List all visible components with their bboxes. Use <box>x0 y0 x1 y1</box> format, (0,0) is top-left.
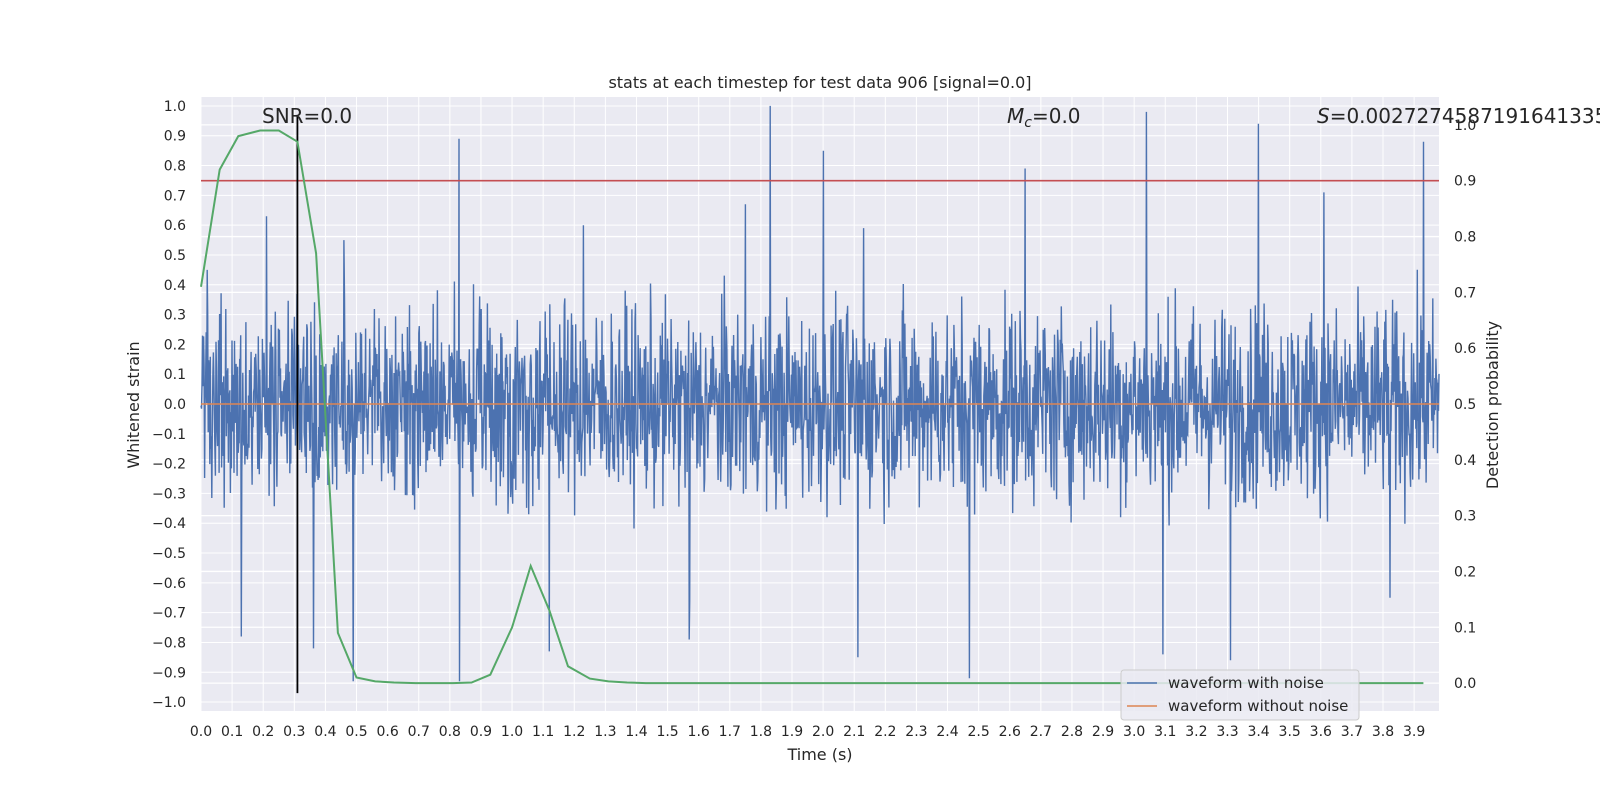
x-tick-label: 3.7 <box>1341 724 1363 740</box>
y-tick-label: 0.1 <box>164 367 186 383</box>
series-waveform-with-noise <box>200 105 1440 682</box>
y2-tick-label: 0.9 <box>1454 174 1476 190</box>
y-tick-label: 0.4 <box>164 278 186 294</box>
y-tick-label: −0.8 <box>152 635 186 651</box>
snr-annotation: SNR=0.0 <box>262 104 352 128</box>
y-tick-label: 0.3 <box>164 308 186 324</box>
y-tick-label: 0.6 <box>164 218 186 234</box>
y-tick-label: −0.9 <box>152 665 186 681</box>
x-tick-label: 0.8 <box>439 724 461 740</box>
x-tick-label: 1.1 <box>532 724 554 740</box>
x-tick-label: 2.3 <box>905 724 927 740</box>
x-tick-label: 1.9 <box>781 724 803 740</box>
x-tick-label: 2.8 <box>1061 724 1083 740</box>
y2-tick-label: 0.0 <box>1454 676 1476 692</box>
y-tick-label: −1.0 <box>152 695 186 711</box>
x-tick-label: 3.3 <box>1216 724 1238 740</box>
y2-tick-label: 0.5 <box>1454 397 1476 413</box>
y-tick-label: −0.6 <box>152 576 186 592</box>
y2-tick-label: 0.1 <box>1454 620 1476 636</box>
y-tick-label: 0.7 <box>164 188 186 204</box>
x-tick-label: 0.1 <box>221 724 243 740</box>
y-tick-label: 0.0 <box>164 397 186 413</box>
noise-series <box>200 105 1440 682</box>
y-tick-label: −0.2 <box>152 457 186 473</box>
x-tick-label: 2.5 <box>968 724 990 740</box>
y-tick-label: 0.9 <box>164 129 186 145</box>
line-layer <box>200 114 1439 694</box>
y2-tick-label: 1.0 <box>1454 118 1476 134</box>
y2-tick-label: 0.8 <box>1454 230 1476 246</box>
x-tick-label: 1.8 <box>750 724 772 740</box>
legend-label-noise: waveform with noise <box>1168 674 1324 692</box>
chart-title: stats at each timestep for test data 906… <box>608 73 1031 92</box>
y-tick-label: −0.4 <box>152 516 186 532</box>
legend: waveform with noise waveform without noi… <box>1120 669 1360 721</box>
mc-value: =0.0 <box>1032 104 1081 128</box>
x-tick-label: 0.3 <box>283 724 305 740</box>
y-tick-label: −0.1 <box>152 427 186 443</box>
x-tick-label: 3.6 <box>1310 724 1332 740</box>
mc-symbol: M <box>1007 104 1024 128</box>
tick-labels: 0.0 0.1 0.2 0.3 0.4 0.5 0.6 0.7 0.8 0.9 1.0 1.1 1.2 1… <box>152 99 1476 740</box>
x-tick-label: 3.8 <box>1372 724 1394 740</box>
x-axis-label: Time (s) <box>786 745 852 764</box>
y2-tick-label: 0.3 <box>1454 509 1476 525</box>
x-tick-label: 2.2 <box>874 724 896 740</box>
x-tick-label: 2.1 <box>843 724 865 740</box>
x-tick-label: 2.6 <box>999 724 1021 740</box>
y-tick-label: −0.5 <box>152 546 186 562</box>
y-tick-label: −0.3 <box>152 486 186 502</box>
legend-label-clean: waveform without noise <box>1168 697 1348 715</box>
x-tick-label: 0.0 <box>190 724 212 740</box>
x-tick-label: 3.9 <box>1403 724 1425 740</box>
x-tick-label: 1.5 <box>656 724 678 740</box>
y-tick-label: 0.8 <box>164 159 186 175</box>
y-tick-label: 0.2 <box>164 337 186 353</box>
x-tick-label: 3.0 <box>1123 724 1145 740</box>
x-tick-label: 2.4 <box>936 724 958 740</box>
x-tick-label: 1.2 <box>563 724 585 740</box>
x-tick-label: 0.4 <box>314 724 336 740</box>
series-detection-probability <box>200 129 1424 685</box>
x-tick-label: 1.0 <box>501 724 523 740</box>
legend-box <box>1120 669 1360 721</box>
x-tick-label: 1.6 <box>688 724 710 740</box>
x-tick-label: 3.4 <box>1247 724 1269 740</box>
y2-tick-label: 0.7 <box>1454 285 1476 301</box>
s-symbol: S <box>1317 104 1330 128</box>
x-tick-label: 0.5 <box>345 724 367 740</box>
y2-tick-label: 0.6 <box>1454 341 1476 357</box>
x-tick-label: 0.2 <box>252 724 274 740</box>
mc-annotation: Mc=0.0 <box>1007 104 1081 131</box>
s-annotation: S=0.0027274587191641335 <box>1317 104 1600 128</box>
mc-subscript: c <box>1024 115 1032 131</box>
x-tick-label: 3.1 <box>1154 724 1176 740</box>
x-tick-label: 2.0 <box>812 724 834 740</box>
y2-tick-label: 0.4 <box>1454 453 1476 469</box>
y2-axis-label: Detection probability <box>1483 321 1502 489</box>
x-tick-label: 0.7 <box>408 724 430 740</box>
s-value: =0.0027274587191641335 <box>1330 104 1600 128</box>
y-tick-label: −0.7 <box>152 606 186 622</box>
x-tick-label: 0.6 <box>377 724 399 740</box>
y-tick-label: 0.5 <box>164 248 186 264</box>
y-axis-label: Whitened strain <box>124 341 143 468</box>
x-tick-label: 2.7 <box>1030 724 1052 740</box>
y-tick-label: 1.0 <box>164 99 186 115</box>
x-tick-label: 3.2 <box>1185 724 1207 740</box>
x-tick-label: 1.4 <box>625 724 647 740</box>
x-tick-label: 1.7 <box>719 724 741 740</box>
x-tick-label: 2.9 <box>1092 724 1114 740</box>
y2-tick-label: 0.2 <box>1454 564 1476 580</box>
x-tick-label: 1.3 <box>594 724 616 740</box>
x-tick-label: 3.5 <box>1279 724 1301 740</box>
x-tick-label: 0.9 <box>470 724 492 740</box>
